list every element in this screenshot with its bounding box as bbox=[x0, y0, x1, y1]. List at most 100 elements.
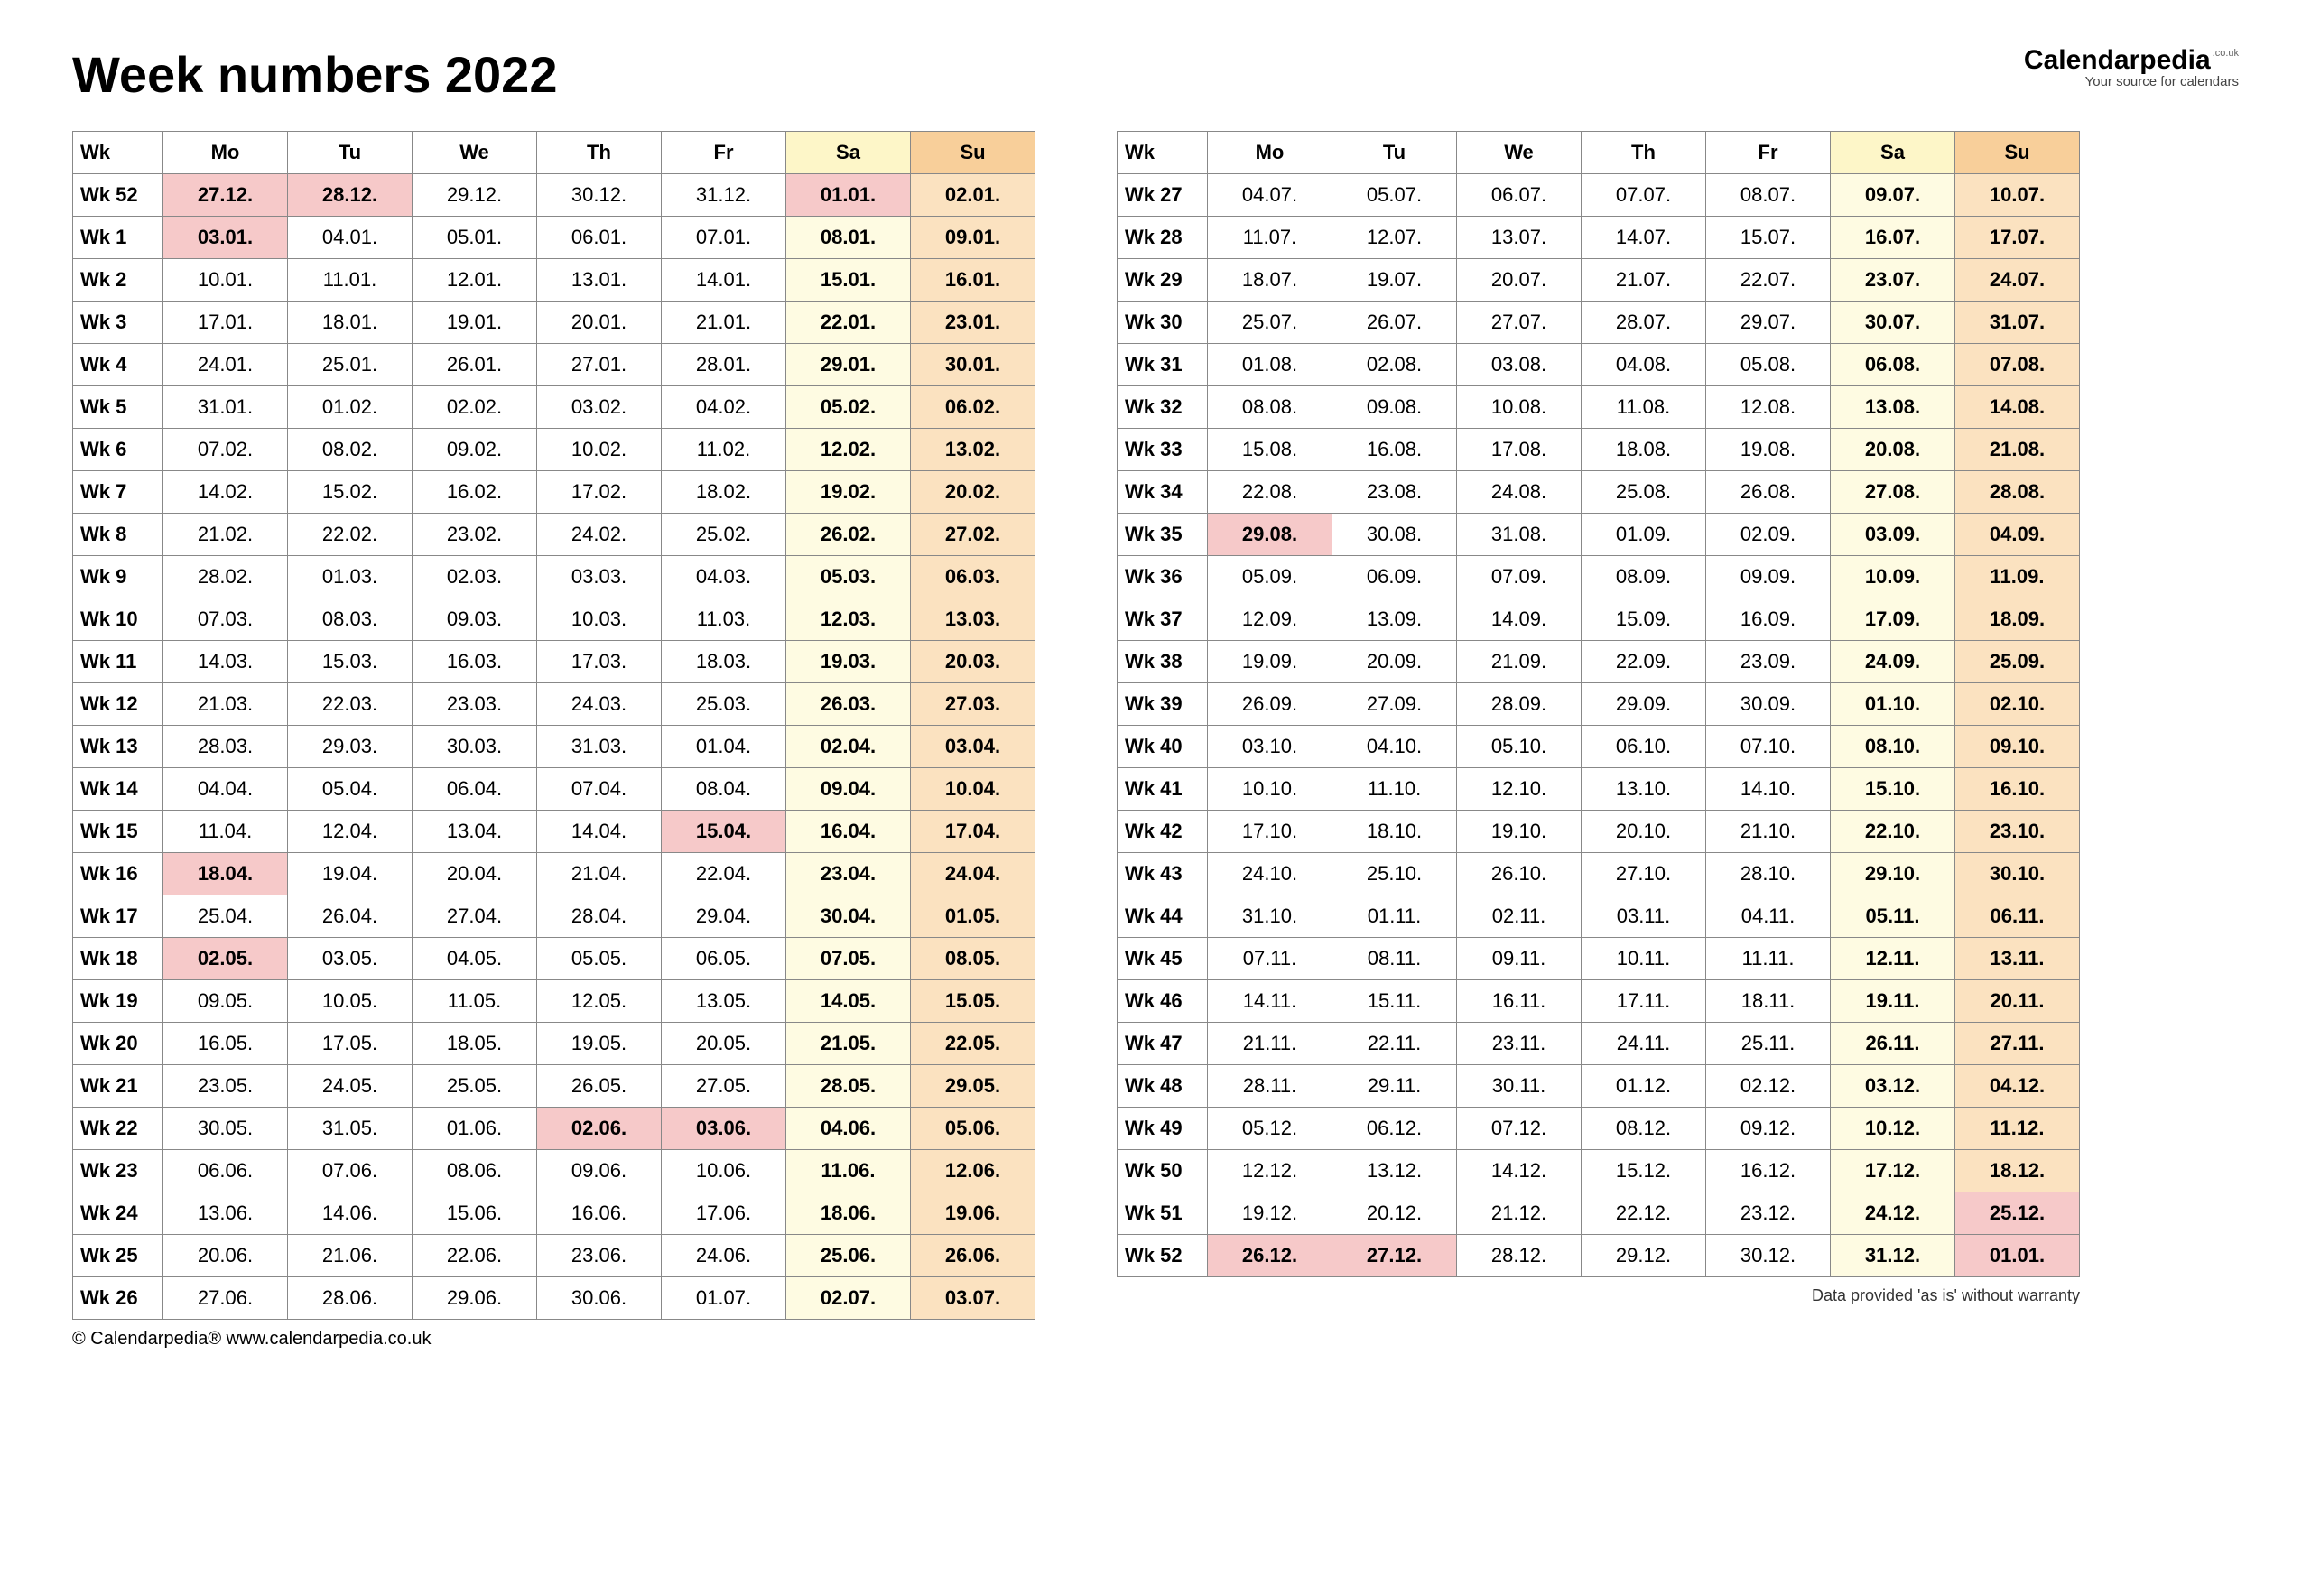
date-cell: 21.11. bbox=[1208, 1023, 1332, 1065]
date-cell: 13.06. bbox=[163, 1192, 288, 1235]
week-number-cell: Wk 25 bbox=[73, 1235, 163, 1277]
week-row: Wk 3208.08.09.08.10.08.11.08.12.08.13.08… bbox=[1118, 386, 2080, 429]
date-cell: 12.07. bbox=[1332, 217, 1457, 259]
week-row: Wk 2306.06.07.06.08.06.09.06.10.06.11.06… bbox=[73, 1150, 1035, 1192]
date-cell: 06.08. bbox=[1831, 344, 1955, 386]
week-number-cell: Wk 39 bbox=[1118, 683, 1208, 726]
week-number-cell: Wk 5 bbox=[73, 386, 163, 429]
week-row: Wk 1802.05.03.05.04.05.05.05.06.05.07.05… bbox=[73, 938, 1035, 980]
date-cell: 05.09. bbox=[1208, 556, 1332, 598]
week-number-cell: Wk 24 bbox=[73, 1192, 163, 1235]
date-cell: 28.05. bbox=[786, 1065, 911, 1108]
week-number-cell: Wk 43 bbox=[1118, 853, 1208, 895]
date-cell: 01.02. bbox=[288, 386, 413, 429]
date-cell: 24.08. bbox=[1457, 471, 1582, 514]
week-row: Wk 3605.09.06.09.07.09.08.09.09.09.10.09… bbox=[1118, 556, 2080, 598]
date-cell: 20.06. bbox=[163, 1235, 288, 1277]
col-header: Tu bbox=[1332, 132, 1457, 174]
date-cell: 27.07. bbox=[1457, 302, 1582, 344]
date-cell: 31.12. bbox=[662, 174, 786, 217]
week-number-cell: Wk 33 bbox=[1118, 429, 1208, 471]
date-cell: 31.03. bbox=[537, 726, 662, 768]
week-number-cell: Wk 4 bbox=[73, 344, 163, 386]
date-cell: 30.12. bbox=[1706, 1235, 1831, 1277]
week-number-cell: Wk 45 bbox=[1118, 938, 1208, 980]
date-cell: 02.07. bbox=[786, 1277, 911, 1320]
date-cell: 04.05. bbox=[413, 938, 537, 980]
week-table-right: WkMoTuWeThFrSaSuWk 2704.07.05.07.06.07.0… bbox=[1117, 131, 2080, 1277]
date-cell: 17.04. bbox=[911, 811, 1035, 853]
week-row: Wk 5012.12.13.12.14.12.15.12.16.12.17.12… bbox=[1118, 1150, 2080, 1192]
date-cell: 06.01. bbox=[537, 217, 662, 259]
date-cell: 08.01. bbox=[786, 217, 911, 259]
date-cell: 09.06. bbox=[537, 1150, 662, 1192]
date-cell: 20.01. bbox=[537, 302, 662, 344]
date-cell: 12.09. bbox=[1208, 598, 1332, 641]
date-cell: 05.10. bbox=[1457, 726, 1582, 768]
date-cell: 25.08. bbox=[1582, 471, 1706, 514]
date-cell: 18.08. bbox=[1582, 429, 1706, 471]
col-header: Wk bbox=[73, 132, 163, 174]
date-cell: 04.10. bbox=[1332, 726, 1457, 768]
week-number-cell: Wk 2 bbox=[73, 259, 163, 302]
date-cell: 17.03. bbox=[537, 641, 662, 683]
week-row: Wk 2627.06.28.06.29.06.30.06.01.07.02.07… bbox=[73, 1277, 1035, 1320]
date-cell: 25.07. bbox=[1208, 302, 1332, 344]
date-cell: 29.07. bbox=[1706, 302, 1831, 344]
date-cell: 29.05. bbox=[911, 1065, 1035, 1108]
date-cell: 25.10. bbox=[1332, 853, 1457, 895]
week-row: Wk 4614.11.15.11.16.11.17.11.18.11.19.11… bbox=[1118, 980, 2080, 1023]
date-cell: 09.04. bbox=[786, 768, 911, 811]
week-number-cell: Wk 3 bbox=[73, 302, 163, 344]
date-cell: 20.05. bbox=[662, 1023, 786, 1065]
date-cell: 30.12. bbox=[537, 174, 662, 217]
date-cell: 10.11. bbox=[1582, 938, 1706, 980]
date-cell: 17.10. bbox=[1208, 811, 1332, 853]
date-cell: 11.02. bbox=[662, 429, 786, 471]
date-cell: 09.07. bbox=[1831, 174, 1955, 217]
date-cell: 17.09. bbox=[1831, 598, 1955, 641]
date-cell: 08.04. bbox=[662, 768, 786, 811]
date-cell: 03.06. bbox=[662, 1108, 786, 1150]
date-cell: 23.12. bbox=[1706, 1192, 1831, 1235]
date-cell: 13.09. bbox=[1332, 598, 1457, 641]
date-cell: 06.11. bbox=[1955, 895, 2080, 938]
week-row: Wk 5226.12.27.12.28.12.29.12.30.12.31.12… bbox=[1118, 1235, 2080, 1277]
date-cell: 27.09. bbox=[1332, 683, 1457, 726]
date-cell: 25.02. bbox=[662, 514, 786, 556]
week-number-cell: Wk 35 bbox=[1118, 514, 1208, 556]
date-cell: 04.12. bbox=[1955, 1065, 2080, 1108]
date-cell: 11.07. bbox=[1208, 217, 1332, 259]
date-cell: 02.11. bbox=[1457, 895, 1582, 938]
date-cell: 15.11. bbox=[1332, 980, 1457, 1023]
week-row: Wk 210.01.11.01.12.01.13.01.14.01.15.01.… bbox=[73, 259, 1035, 302]
date-cell: 08.03. bbox=[288, 598, 413, 641]
date-cell: 07.04. bbox=[537, 768, 662, 811]
week-number-cell: Wk 17 bbox=[73, 895, 163, 938]
date-cell: 16.06. bbox=[537, 1192, 662, 1235]
date-cell: 02.01. bbox=[911, 174, 1035, 217]
date-cell: 08.12. bbox=[1582, 1108, 1706, 1150]
date-cell: 22.03. bbox=[288, 683, 413, 726]
date-cell: 03.10. bbox=[1208, 726, 1332, 768]
date-cell: 05.12. bbox=[1208, 1108, 1332, 1150]
logo: Calendarpedia.co.uk Your source for cale… bbox=[2024, 45, 2239, 89]
date-cell: 13.11. bbox=[1955, 938, 2080, 980]
date-cell: 13.10. bbox=[1582, 768, 1706, 811]
date-cell: 22.11. bbox=[1332, 1023, 1457, 1065]
week-number-cell: Wk 13 bbox=[73, 726, 163, 768]
date-cell: 28.01. bbox=[662, 344, 786, 386]
week-row: Wk 3926.09.27.09.28.09.29.09.30.09.01.10… bbox=[1118, 683, 2080, 726]
date-cell: 13.05. bbox=[662, 980, 786, 1023]
date-cell: 24.12. bbox=[1831, 1192, 1955, 1235]
week-number-cell: Wk 22 bbox=[73, 1108, 163, 1150]
col-header: Fr bbox=[1706, 132, 1831, 174]
date-cell: 27.08. bbox=[1831, 471, 1955, 514]
week-number-cell: Wk 46 bbox=[1118, 980, 1208, 1023]
date-cell: 01.11. bbox=[1332, 895, 1457, 938]
date-cell: 14.02. bbox=[163, 471, 288, 514]
week-row: Wk 607.02.08.02.09.02.10.02.11.02.12.02.… bbox=[73, 429, 1035, 471]
date-cell: 09.11. bbox=[1457, 938, 1582, 980]
date-cell: 19.07. bbox=[1332, 259, 1457, 302]
week-row: Wk 103.01.04.01.05.01.06.01.07.01.08.01.… bbox=[73, 217, 1035, 259]
